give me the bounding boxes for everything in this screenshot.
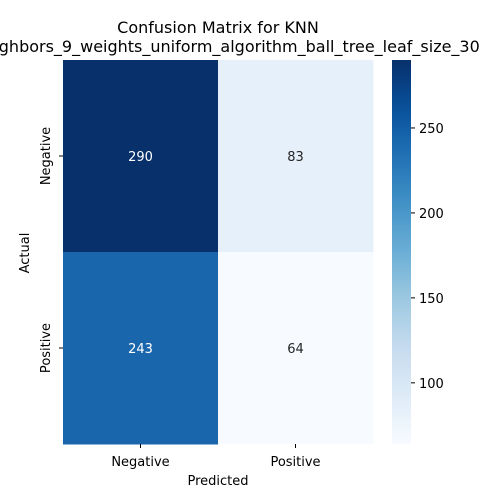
heatmap-cell xyxy=(63,252,219,445)
cell-value-label: 243 xyxy=(128,342,153,357)
y-axis: Negative Positive xyxy=(39,127,63,373)
chart-title-line1: Confusion Matrix for KNN xyxy=(117,18,319,37)
x-axis-label: Predicted xyxy=(187,474,248,489)
heatmap-cell xyxy=(63,60,219,253)
heatmap-cells: 290 83 243 64 xyxy=(63,60,374,445)
x-tick-label: Negative xyxy=(111,455,169,470)
heatmap-cell xyxy=(218,60,374,253)
heatmap-cell xyxy=(218,252,374,445)
y-tick-label: Negative xyxy=(39,127,54,185)
chart-title-line2: n_neighbors_9_weights_uniform_algorithm_… xyxy=(0,37,480,57)
colorbar-tick-label: 100 xyxy=(419,377,444,392)
colorbar xyxy=(392,60,411,444)
cell-value-label: 290 xyxy=(128,150,153,165)
colorbar-ticks: 100 150 200 250 xyxy=(411,122,444,392)
cell-value-label: 64 xyxy=(287,342,304,357)
y-axis-label: Actual xyxy=(18,233,33,274)
y-tick-label: Positive xyxy=(39,323,54,373)
colorbar-tick-label: 150 xyxy=(419,292,444,307)
x-axis: Negative Positive xyxy=(111,444,321,470)
x-tick-label: Positive xyxy=(270,455,320,470)
colorbar-tick-label: 250 xyxy=(419,122,444,137)
cell-value-label: 83 xyxy=(287,150,304,165)
colorbar-tick-label: 200 xyxy=(419,207,444,222)
